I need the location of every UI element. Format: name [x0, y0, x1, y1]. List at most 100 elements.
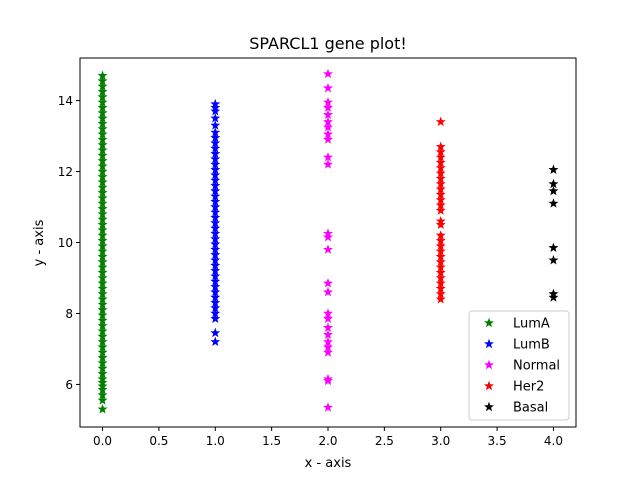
- data-point-normal-0: [323, 402, 333, 412]
- data-point-luma-21: [97, 294, 108, 304]
- data-point-lumb-20: [210, 217, 221, 228]
- data-point-basal-7: [548, 164, 559, 174]
- data-point-lumb-35: [210, 137, 221, 148]
- data-point-luma-15: [97, 326, 108, 336]
- data-point-luma-57: [97, 102, 108, 112]
- data-point-her2-28: [435, 116, 446, 127]
- data-point-lumb-38: [210, 120, 221, 130]
- data-point-lumb-2: [210, 313, 221, 323]
- legend: LumA LumB Normal Her2 Basal: [468, 310, 570, 421]
- data-point-her2-22: [435, 168, 446, 178]
- data-point-her2-21: [435, 173, 446, 183]
- y-tick-label: 10: [58, 236, 73, 250]
- data-point-her2-17: [435, 194, 446, 205]
- data-point-luma-22: [97, 288, 108, 299]
- data-point-lumb-17: [210, 233, 221, 244]
- data-point-her2-6: [435, 262, 446, 272]
- y-axis-ticks: 6 8 10 12 14: [58, 94, 80, 392]
- data-point-luma-62: [97, 75, 108, 86]
- data-point-luma-11: [97, 347, 108, 357]
- data-point-her2-8: [435, 251, 446, 261]
- data-point-luma-61: [97, 81, 108, 91]
- data-point-luma-46: [97, 161, 108, 171]
- legend-marker-normal: [484, 359, 494, 370]
- data-point-lumb-4: [210, 302, 221, 313]
- data-point-normal-12: [323, 244, 333, 254]
- data-point-lumb-27: [210, 180, 221, 190]
- data-point-luma-18: [97, 310, 108, 320]
- data-point-her2-16: [435, 200, 446, 210]
- data-point-lumb-30: [210, 164, 221, 174]
- data-point-luma-43: [97, 176, 108, 187]
- data-point-normal-15: [323, 159, 333, 169]
- data-point-normal-7: [323, 322, 333, 332]
- data-point-luma-17: [97, 315, 108, 325]
- data-point-normal-2: [323, 373, 333, 384]
- data-point-her2-13: [435, 219, 446, 229]
- data-point-lumb-7: [210, 286, 221, 297]
- data-point-luma-26: [97, 267, 108, 277]
- chart-title: SPARCL1 gene plot!: [249, 34, 407, 53]
- data-point-luma-4: [97, 381, 108, 391]
- data-point-lumb-34: [210, 143, 221, 153]
- data-point-her2-2: [435, 283, 446, 293]
- data-point-luma-50: [97, 139, 108, 150]
- x-axis-ticks: 0.0 0.5 1.0 1.5 2.0 2.5 3.0 3.5 4.0: [93, 427, 563, 448]
- legend-label-her2: Her2: [513, 380, 544, 395]
- x-tick-label: 0.5: [149, 434, 168, 448]
- data-point-lumb-41: [210, 102, 221, 112]
- data-point-normal-8: [323, 313, 333, 323]
- data-point-her2-9: [435, 246, 446, 256]
- data-point-luma-48: [97, 150, 108, 160]
- data-point-lumb-9: [210, 276, 221, 286]
- y-tick-label: 8: [65, 307, 73, 321]
- legend-box: [468, 310, 570, 421]
- data-point-her2-4: [435, 272, 446, 283]
- data-point-her2-18: [435, 189, 446, 199]
- data-point-basal-6: [548, 178, 559, 189]
- x-tick-label: 2.5: [375, 434, 394, 448]
- data-point-luma-49: [97, 145, 108, 155]
- data-point-luma-52: [97, 129, 108, 139]
- data-point-her2-12: [435, 230, 446, 240]
- legend-label-basal: Basal: [513, 401, 548, 416]
- x-tick-label: 2.0: [318, 434, 337, 448]
- legend-marker-lumb: [484, 338, 494, 349]
- data-point-luma-41: [97, 187, 108, 198]
- data-point-lumb-1: [210, 327, 221, 338]
- data-point-luma-16: [97, 320, 108, 331]
- legend-marker-her2: [484, 380, 494, 391]
- data-point-luma-47: [97, 155, 108, 166]
- x-tick-label: 3.0: [431, 434, 450, 448]
- data-point-her2-10: [435, 240, 446, 251]
- data-point-lumb-36: [210, 132, 221, 143]
- data-point-luma-8: [97, 363, 108, 373]
- data-point-her2-27: [435, 141, 446, 151]
- data-point-basal-4: [548, 198, 559, 208]
- data-point-lumb-26: [210, 185, 221, 196]
- data-point-luma-36: [97, 214, 108, 224]
- data-point-luma-2: [97, 389, 108, 400]
- x-tick-label: 1.5: [262, 434, 281, 448]
- data-point-her2-14: [435, 216, 446, 226]
- x-tick-label: 3.5: [488, 434, 507, 448]
- data-point-normal-17: [323, 134, 333, 144]
- data-point-lumb-33: [210, 148, 221, 158]
- legend-label-lumb: LumB: [513, 338, 550, 353]
- data-point-lumb-16: [210, 239, 221, 249]
- data-point-luma-12: [97, 341, 108, 352]
- data-point-luma-39: [97, 198, 108, 208]
- legend-marker-luma: [484, 317, 494, 328]
- x-axis-label: x - axis: [305, 456, 352, 471]
- data-point-lumb-11: [210, 265, 221, 276]
- data-point-luma-0: [97, 404, 108, 414]
- data-point-luma-40: [97, 192, 108, 203]
- data-point-luma-35: [97, 219, 108, 229]
- data-point-her2-25: [435, 152, 446, 162]
- data-point-lumb-37: [210, 127, 221, 137]
- data-point-luma-51: [97, 134, 108, 144]
- data-point-her2-24: [435, 157, 446, 167]
- data-point-luma-44: [97, 171, 108, 182]
- data-point-lumb-28: [210, 175, 221, 185]
